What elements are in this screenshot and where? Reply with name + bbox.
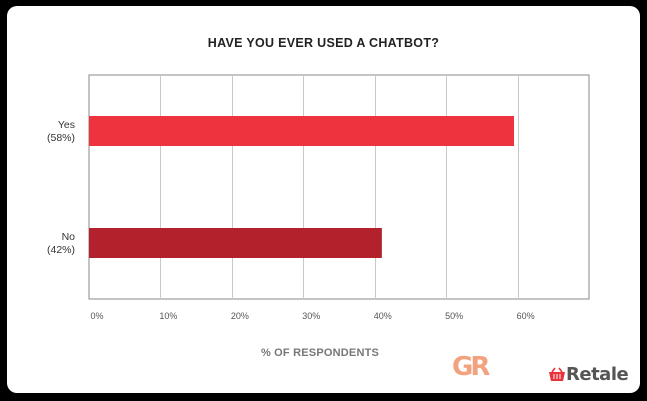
y-category-label-line: (58%) bbox=[47, 132, 75, 144]
x-tick-label: 40% bbox=[374, 311, 392, 321]
chart-panel bbox=[7, 6, 640, 393]
basket-icon bbox=[549, 367, 565, 381]
x-tick-label: 10% bbox=[159, 311, 177, 321]
y-category-label-line: (42%) bbox=[47, 244, 75, 256]
x-tick-label: 0% bbox=[90, 311, 103, 321]
x-tick-label: 20% bbox=[231, 311, 249, 321]
y-category-label: No (42%) bbox=[47, 231, 75, 256]
gr-logo: GR bbox=[452, 352, 490, 382]
retale-logo: Retale bbox=[548, 364, 629, 385]
plot-frame bbox=[88, 74, 590, 300]
y-category-label-line: No bbox=[62, 231, 76, 243]
y-category-label-line: Yes bbox=[58, 119, 75, 131]
retale-logo-text: Retale bbox=[566, 364, 629, 385]
chart-title: HAVE YOU EVER USED A CHATBOT? bbox=[207, 36, 440, 50]
x-tick-label: 50% bbox=[445, 311, 463, 321]
x-tick-label: 30% bbox=[302, 311, 320, 321]
y-category-label: Yes (58%) bbox=[47, 119, 75, 144]
x-tick-label: 60% bbox=[517, 311, 535, 321]
x-axis-title: % OF RESPONDENTS bbox=[260, 347, 380, 359]
bar bbox=[89, 228, 382, 258]
bar bbox=[89, 116, 514, 146]
